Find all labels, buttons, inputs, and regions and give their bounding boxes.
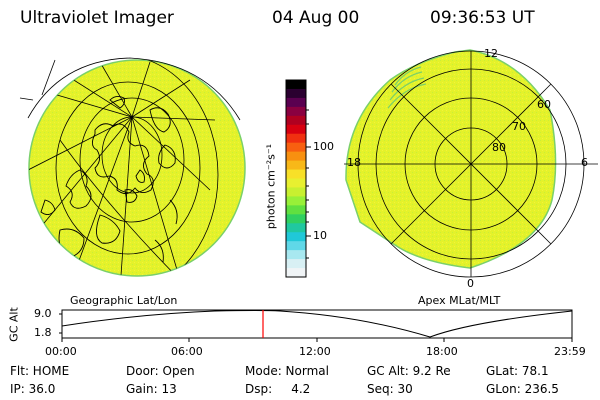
mlt-label-6: 6: [581, 156, 588, 169]
altitude-curve: [61, 310, 573, 338]
info-seq: Seq: 30: [367, 382, 413, 396]
info-gain: Gain: 13: [126, 382, 177, 396]
info-door: Door: Open: [126, 364, 195, 378]
instrument-title: Ultraviolet Imager: [20, 8, 174, 28]
colorbar-tick-100: 100: [313, 140, 334, 153]
info-glat: GLat: 78.1: [486, 364, 549, 378]
info-mode: Mode: Normal: [245, 364, 329, 378]
color-bar-band: [286, 223, 306, 233]
mlt-spokes: [344, 51, 598, 277]
color-bar-band: [286, 115, 306, 126]
time-label: 09:36:53 UT: [430, 8, 535, 28]
color-bar-band: [286, 133, 306, 144]
color-bar-band: [286, 214, 306, 224]
color-bar-band: [286, 97, 306, 108]
info-gc-alt: GC Alt: 9.2 Re: [367, 364, 451, 378]
uvi-image-disk-geo: [28, 59, 246, 277]
color-bar-band: [286, 124, 306, 135]
timeline-ytick-bottom: 1.8: [34, 326, 52, 339]
color-bar-ticks: [306, 109, 311, 259]
timeline-ytick-top: 9.0: [34, 307, 52, 320]
color-bar-band: [286, 142, 306, 153]
timeline-xtick-1: 06:00: [171, 345, 203, 358]
color-bar-frame: [285, 79, 307, 278]
timeline-axis-label: GC Alt: [7, 307, 21, 342]
view-limb: [19, 57, 241, 121]
timeline-xtick-4: 23:59: [554, 345, 586, 358]
mlt-label-18: 18: [347, 156, 361, 169]
info-ip: IP: 36.0: [10, 382, 56, 396]
color-bar-band: [286, 151, 306, 162]
magnetic-polar-plot: [344, 49, 598, 278]
color-bar-band: [286, 196, 306, 206]
color-bar-band: [286, 259, 306, 269]
timeline-xtick-0: 00:00: [45, 345, 77, 358]
colorbar-tick-10: 10: [313, 229, 327, 242]
color-bar-band: [286, 80, 306, 90]
info-glon: GLon: 236.5: [486, 382, 559, 396]
color-bar-band: [286, 268, 306, 278]
geographic-map: [19, 57, 246, 277]
color-bar-band: [286, 232, 306, 242]
geo-panel-caption: Geographic Lat/Lon: [70, 294, 178, 307]
info-flight: Flt: HOME: [10, 364, 70, 378]
color-bar-band: [286, 241, 306, 251]
mag-panel-caption: Apex MLat/MLT: [418, 294, 501, 307]
color-bar-band: [286, 160, 306, 171]
altitude-timeline: [59, 309, 573, 342]
color-bar-band: [286, 88, 306, 99]
color-bar-band: [286, 106, 306, 117]
color-bar-band: [286, 187, 306, 197]
mlat-label-70: 70: [512, 120, 526, 133]
mlt-label-0: 0: [467, 277, 474, 290]
timeline-xtick-3: 18:00: [426, 345, 458, 358]
image-edge-stripes: [387, 66, 427, 109]
color-bar: [286, 80, 306, 278]
color-bar-band: [286, 205, 306, 215]
date-label: 04 Aug 00: [272, 8, 360, 28]
mlat-label-80: 80: [492, 141, 506, 154]
color-bar-band: [286, 178, 306, 188]
color-bar-band: [286, 250, 306, 260]
timeline-ticks: [59, 313, 573, 342]
uvi-image-disk-mag: [345, 49, 557, 269]
info-dsp: Dsp: 4.2: [245, 382, 311, 396]
mlat-label-60: 60: [537, 98, 551, 111]
colorbar-unit-label: photon cm⁻²s⁻¹: [264, 143, 278, 230]
color-bar-band: [286, 169, 306, 179]
timeline-xtick-2: 12:00: [299, 345, 331, 358]
mlt-label-12: 12: [484, 47, 498, 60]
